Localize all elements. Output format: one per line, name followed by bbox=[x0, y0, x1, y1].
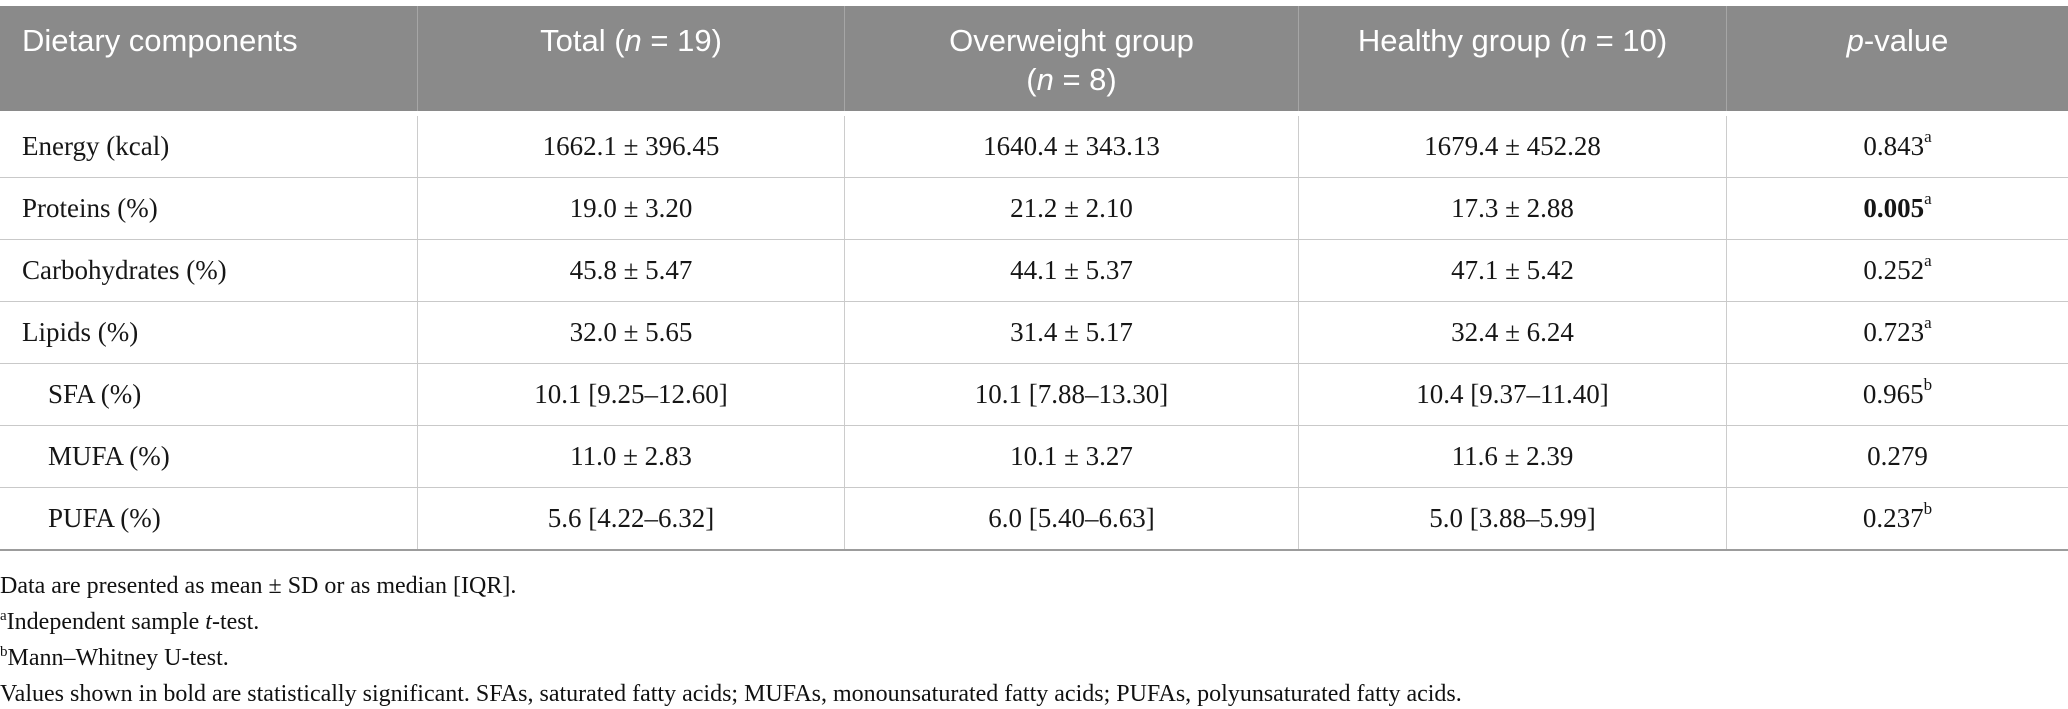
footnote-a-t-test: aIndependent sample t-test. bbox=[0, 608, 260, 636]
cell-total: 1662.1 ± 396.45 bbox=[417, 116, 844, 177]
p-value-superscript: a bbox=[1924, 313, 1932, 332]
table-row-mufa: MUFA (%) 11.0 ± 2.83 10.1 ± 3.27 11.6 ± … bbox=[0, 426, 2068, 488]
table-row-carbohydrates: Carbohydrates (%) 45.8 ± 5.47 44.1 ± 5.3… bbox=[0, 240, 2068, 302]
row-label: MUFA (%) bbox=[48, 441, 170, 471]
cell-total: 5.6 [4.22–6.32] bbox=[417, 488, 844, 549]
cell-overweight: 21.2 ± 2.10 bbox=[844, 178, 1298, 239]
cell-total: 11.0 ± 2.83 bbox=[417, 426, 844, 487]
cell-healthy: 1679.4 ± 452.28 bbox=[1298, 116, 1726, 177]
cell-healthy: 10.4 [9.37–11.40] bbox=[1298, 364, 1726, 425]
cell-total: 32.0 ± 5.65 bbox=[417, 302, 844, 363]
p-value-superscript: a bbox=[1924, 189, 1932, 208]
table-header-row: Dietary components Total (n = 19) Overwe… bbox=[0, 6, 2068, 111]
row-label: SFA (%) bbox=[48, 379, 142, 409]
p-value-superscript: a bbox=[1924, 251, 1932, 270]
row-label: Carbohydrates (%) bbox=[22, 255, 227, 285]
table-row-energy: Energy (kcal) 1662.1 ± 396.45 1640.4 ± 3… bbox=[0, 116, 2068, 178]
header-cell-healthy-group: Healthy group (n = 10) bbox=[1298, 6, 1726, 111]
footnote-superscript-b: b bbox=[0, 644, 8, 660]
cell-p-value: 0.965 b bbox=[1726, 364, 2068, 425]
footnote-b-mann-whitney: bMann–Whitney U-test. bbox=[0, 644, 229, 672]
footnote-data-presentation: Data are presented as mean ± SD or as me… bbox=[0, 573, 517, 599]
table-row-pufa: PUFA (%) 5.6 [4.22–6.32] 6.0 [5.40–6.63]… bbox=[0, 488, 2068, 551]
cell-total: 19.0 ± 3.20 bbox=[417, 178, 844, 239]
table-row-proteins: Proteins (%) 19.0 ± 3.20 21.2 ± 2.10 17.… bbox=[0, 178, 2068, 240]
cell-overweight: 6.0 [5.40–6.63] bbox=[844, 488, 1298, 549]
cell-overweight: 10.1 [7.88–13.30] bbox=[844, 364, 1298, 425]
cell-healthy: 32.4 ± 6.24 bbox=[1298, 302, 1726, 363]
header-label: Dietary components bbox=[22, 23, 298, 58]
row-label: Energy (kcal) bbox=[22, 131, 170, 161]
table-row-lipids: Lipids (%) 32.0 ± 5.65 31.4 ± 5.17 32.4 … bbox=[0, 302, 2068, 364]
cell-healthy: 17.3 ± 2.88 bbox=[1298, 178, 1726, 239]
cell-overweight: 31.4 ± 5.17 bbox=[844, 302, 1298, 363]
cell-overweight: 10.1 ± 3.27 bbox=[844, 426, 1298, 487]
header-cell-total: Total (n = 19) bbox=[417, 6, 844, 111]
footnote-superscript-a: a bbox=[0, 608, 7, 624]
row-label: Proteins (%) bbox=[22, 193, 158, 223]
footnote-abbreviations: Values shown in bold are statistically s… bbox=[0, 681, 1462, 707]
cell-p-value: 0.237 b bbox=[1726, 488, 2068, 549]
table-row-sfa: SFA (%) 10.1 [9.25–12.60] 10.1 [7.88–13.… bbox=[0, 364, 2068, 426]
cell-healthy: 5.0 [3.88–5.99] bbox=[1298, 488, 1726, 549]
cell-p-value: 0.843 a bbox=[1726, 116, 2068, 177]
italic-n: n bbox=[1569, 23, 1588, 58]
italic-n: n bbox=[624, 23, 642, 58]
cell-healthy: 11.6 ± 2.39 bbox=[1298, 426, 1726, 487]
cell-p-value: 0.279 bbox=[1726, 426, 2068, 487]
cell-total: 45.8 ± 5.47 bbox=[417, 240, 844, 301]
row-label: Lipids (%) bbox=[22, 317, 139, 347]
italic-t: t bbox=[205, 609, 212, 635]
table-footnotes: Data are presented as mean ± SD or as me… bbox=[0, 568, 2068, 709]
cell-p-value: 0.252 a bbox=[1726, 240, 2068, 301]
header-line-2: (n = 8) bbox=[1026, 62, 1117, 97]
header-cell-p-value: p-value bbox=[1726, 6, 2068, 111]
p-value-superscript: b bbox=[1923, 499, 1933, 518]
dietary-table: Dietary components Total (n = 19) Overwe… bbox=[0, 6, 2068, 551]
row-label: PUFA (%) bbox=[48, 503, 161, 533]
cell-p-value: 0.723 a bbox=[1726, 302, 2068, 363]
header-line-1: Overweight group bbox=[949, 23, 1194, 58]
table-body: Energy (kcal) 1662.1 ± 396.45 1640.4 ± 3… bbox=[0, 116, 2068, 551]
italic-p: p bbox=[1846, 23, 1864, 58]
cell-p-value: 0.005 a bbox=[1726, 178, 2068, 239]
header-cell-dietary-components: Dietary components bbox=[0, 6, 417, 111]
cell-overweight: 1640.4 ± 343.13 bbox=[844, 116, 1298, 177]
header-cell-overweight-group: Overweight group (n = 8) bbox=[844, 6, 1298, 111]
cell-overweight: 44.1 ± 5.37 bbox=[844, 240, 1298, 301]
p-value-superscript: a bbox=[1924, 127, 1932, 146]
italic-n: n bbox=[1036, 62, 1054, 97]
p-value-superscript: b bbox=[1923, 375, 1933, 394]
cell-total: 10.1 [9.25–12.60] bbox=[417, 364, 844, 425]
cell-healthy: 47.1 ± 5.42 bbox=[1298, 240, 1726, 301]
